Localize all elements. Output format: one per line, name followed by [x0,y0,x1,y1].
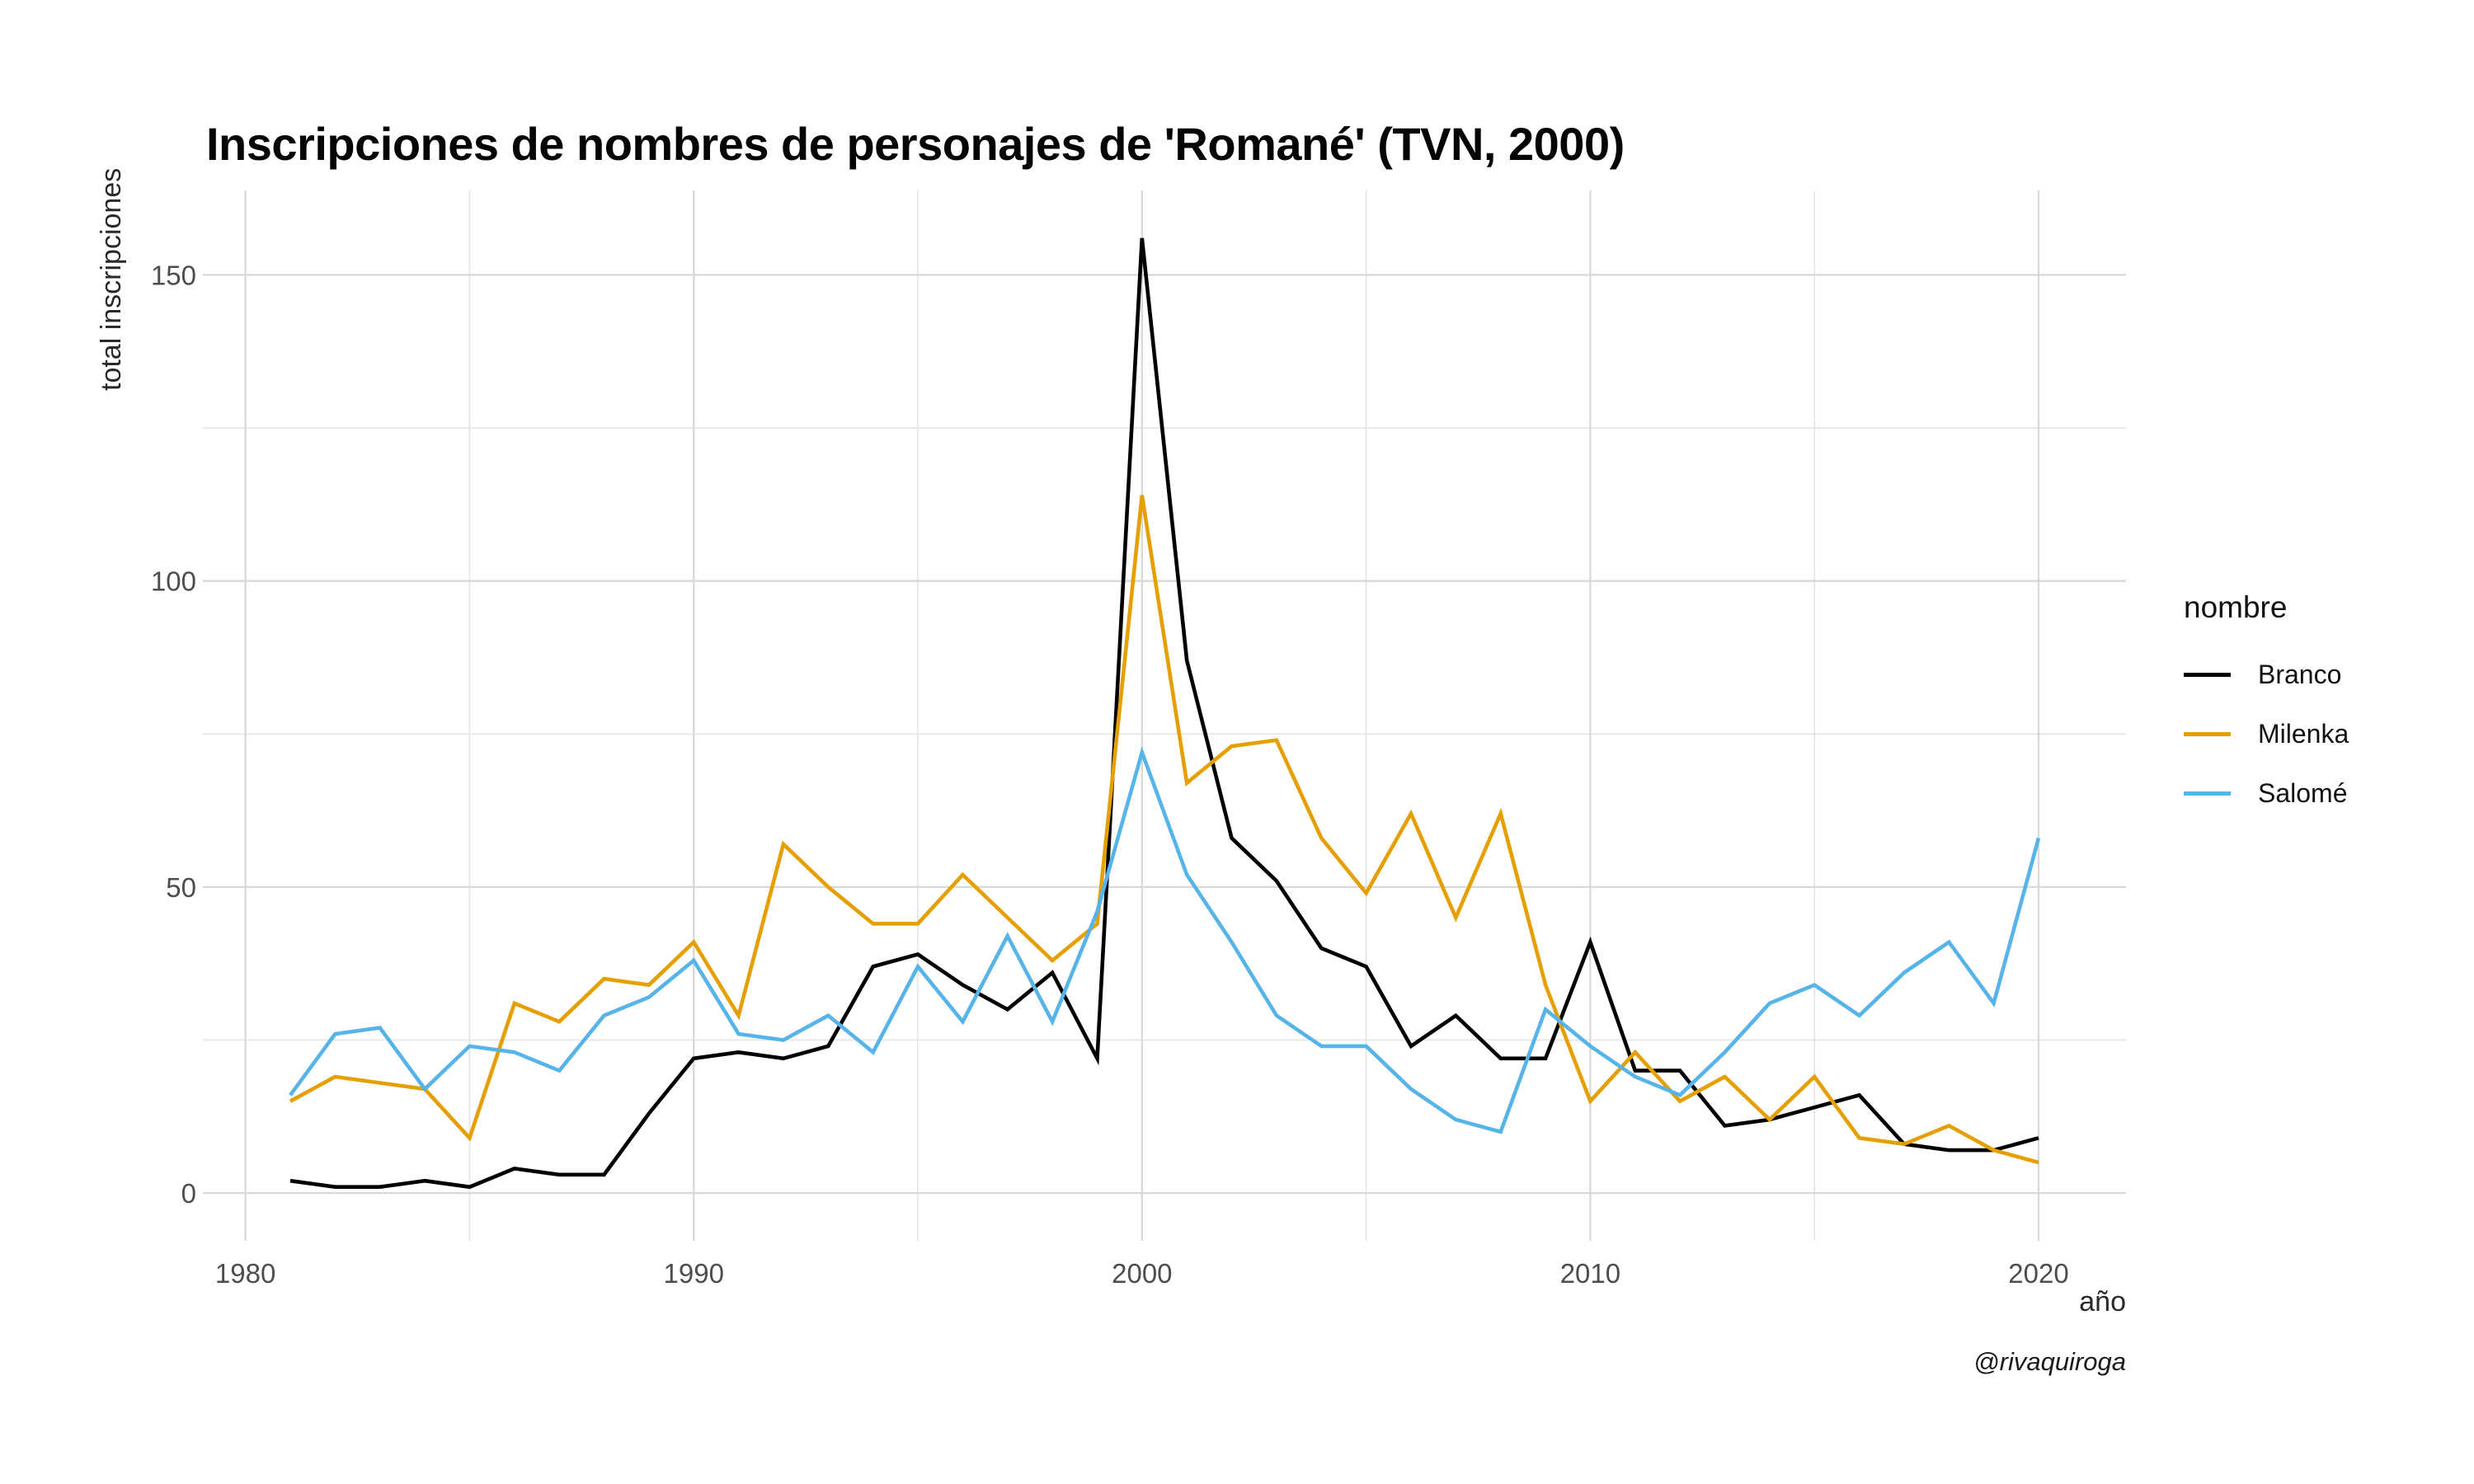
legend-label-salome: Salomé [2258,777,2348,808]
x-axis-title: año [2079,1286,2126,1317]
y-tick-0: 0 [181,1178,196,1209]
y-tick-100: 100 [151,566,196,597]
series-line-branco [289,237,2039,1190]
x-tick-1990: 1990 [664,1258,724,1289]
chart-title: Inscripciones de nombres de personajes d… [206,118,1625,170]
x-tick-2000: 2000 [1112,1258,1172,1289]
series-line-milenka [289,495,2039,1165]
legend-item-branco: Branco [2184,645,2349,704]
y-tick-150: 150 [151,260,196,290]
salome-line-swatch [2184,791,2231,796]
legend-title: nombre [2184,590,2288,624]
milenka-line-swatch [2184,731,2231,736]
y-axis-title: total inscripciones [96,167,127,391]
legend-label-milenka: Milenka [2258,718,2349,749]
y-tick-50: 50 [166,872,196,903]
legend-item-salome: Salomé [2184,763,2349,823]
branco-line-swatch [2184,672,2231,677]
x-tick-1980: 1980 [215,1258,275,1289]
series-line-salome [289,746,2041,1134]
caption-attribution: @rivaquiroga [1973,1347,2126,1376]
legend-label-branco: Branco [2258,659,2342,689]
legend: nombre Branco Milenka Salomé [2184,590,2349,823]
legend-item-milenka: Milenka [2184,704,2349,763]
x-tick-2020: 2020 [2008,1258,2068,1289]
x-tick-2010: 2010 [1560,1258,1620,1289]
